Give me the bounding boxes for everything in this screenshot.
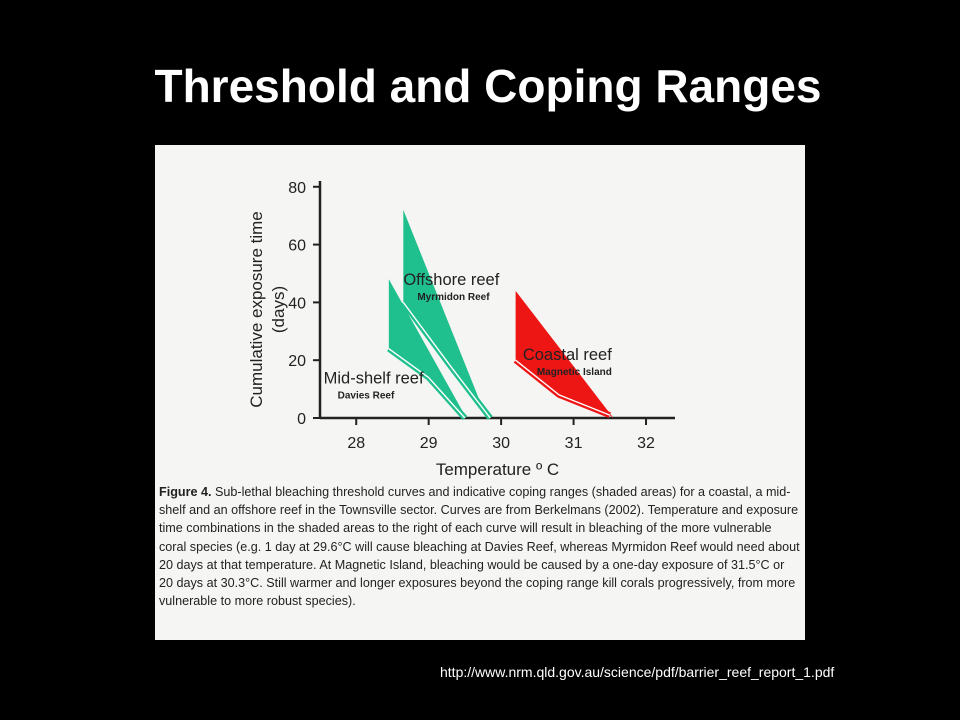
threshold-curve [515,359,611,416]
series-label: Mid-shelf reef [324,369,424,387]
y-tick-label: 40 [288,295,306,312]
y-tick-label: 0 [297,411,306,428]
figure-caption: Figure 4. Sub-lethal bleaching threshold… [159,483,801,610]
source-url[interactable]: http://www.nrm.qld.gov.au/science/pdf/ba… [440,664,835,680]
series-label: Coastal reef [523,346,612,364]
coping-range-area [403,209,491,418]
slide-title: Threshold and Coping Ranges [154,60,822,112]
y-axis-title-line1: Cumulative exposure time [247,211,266,408]
x-tick-label: 30 [492,435,510,452]
coping-range-area [388,279,467,418]
figure-panel: 0 20 40 60 80 28 29 30 31 32 Temperature º C Cumula… [155,145,805,640]
bleaching-threshold-chart: 0 20 40 60 80 28 29 30 31 32 Temperature º C Cumula… [247,180,675,479]
x-tick-label: 32 [637,435,655,452]
caption-label: Figure 4. [159,485,212,499]
series-sublabel: Davies Reef [338,390,395,401]
threshold-curve [388,348,466,419]
x-tick-label: 29 [420,435,438,452]
x-axis-title: Temperature º C [436,460,559,479]
series-label: Offshore reef [403,271,499,289]
series-sublabel: Magnetic Island [537,367,612,378]
y-tick-label: 20 [288,353,306,370]
series-sublabel: Myrmidon Reef [417,292,490,303]
threshold-curve [402,301,491,419]
caption-text: Sub-lethal bleaching threshold curves an… [159,485,800,609]
y-axis-title-line2: (days) [269,286,288,333]
x-tick-label: 31 [565,435,583,452]
y-tick-label: 80 [288,180,306,197]
x-tick-label: 28 [347,435,365,452]
y-tick-label: 60 [288,238,306,255]
